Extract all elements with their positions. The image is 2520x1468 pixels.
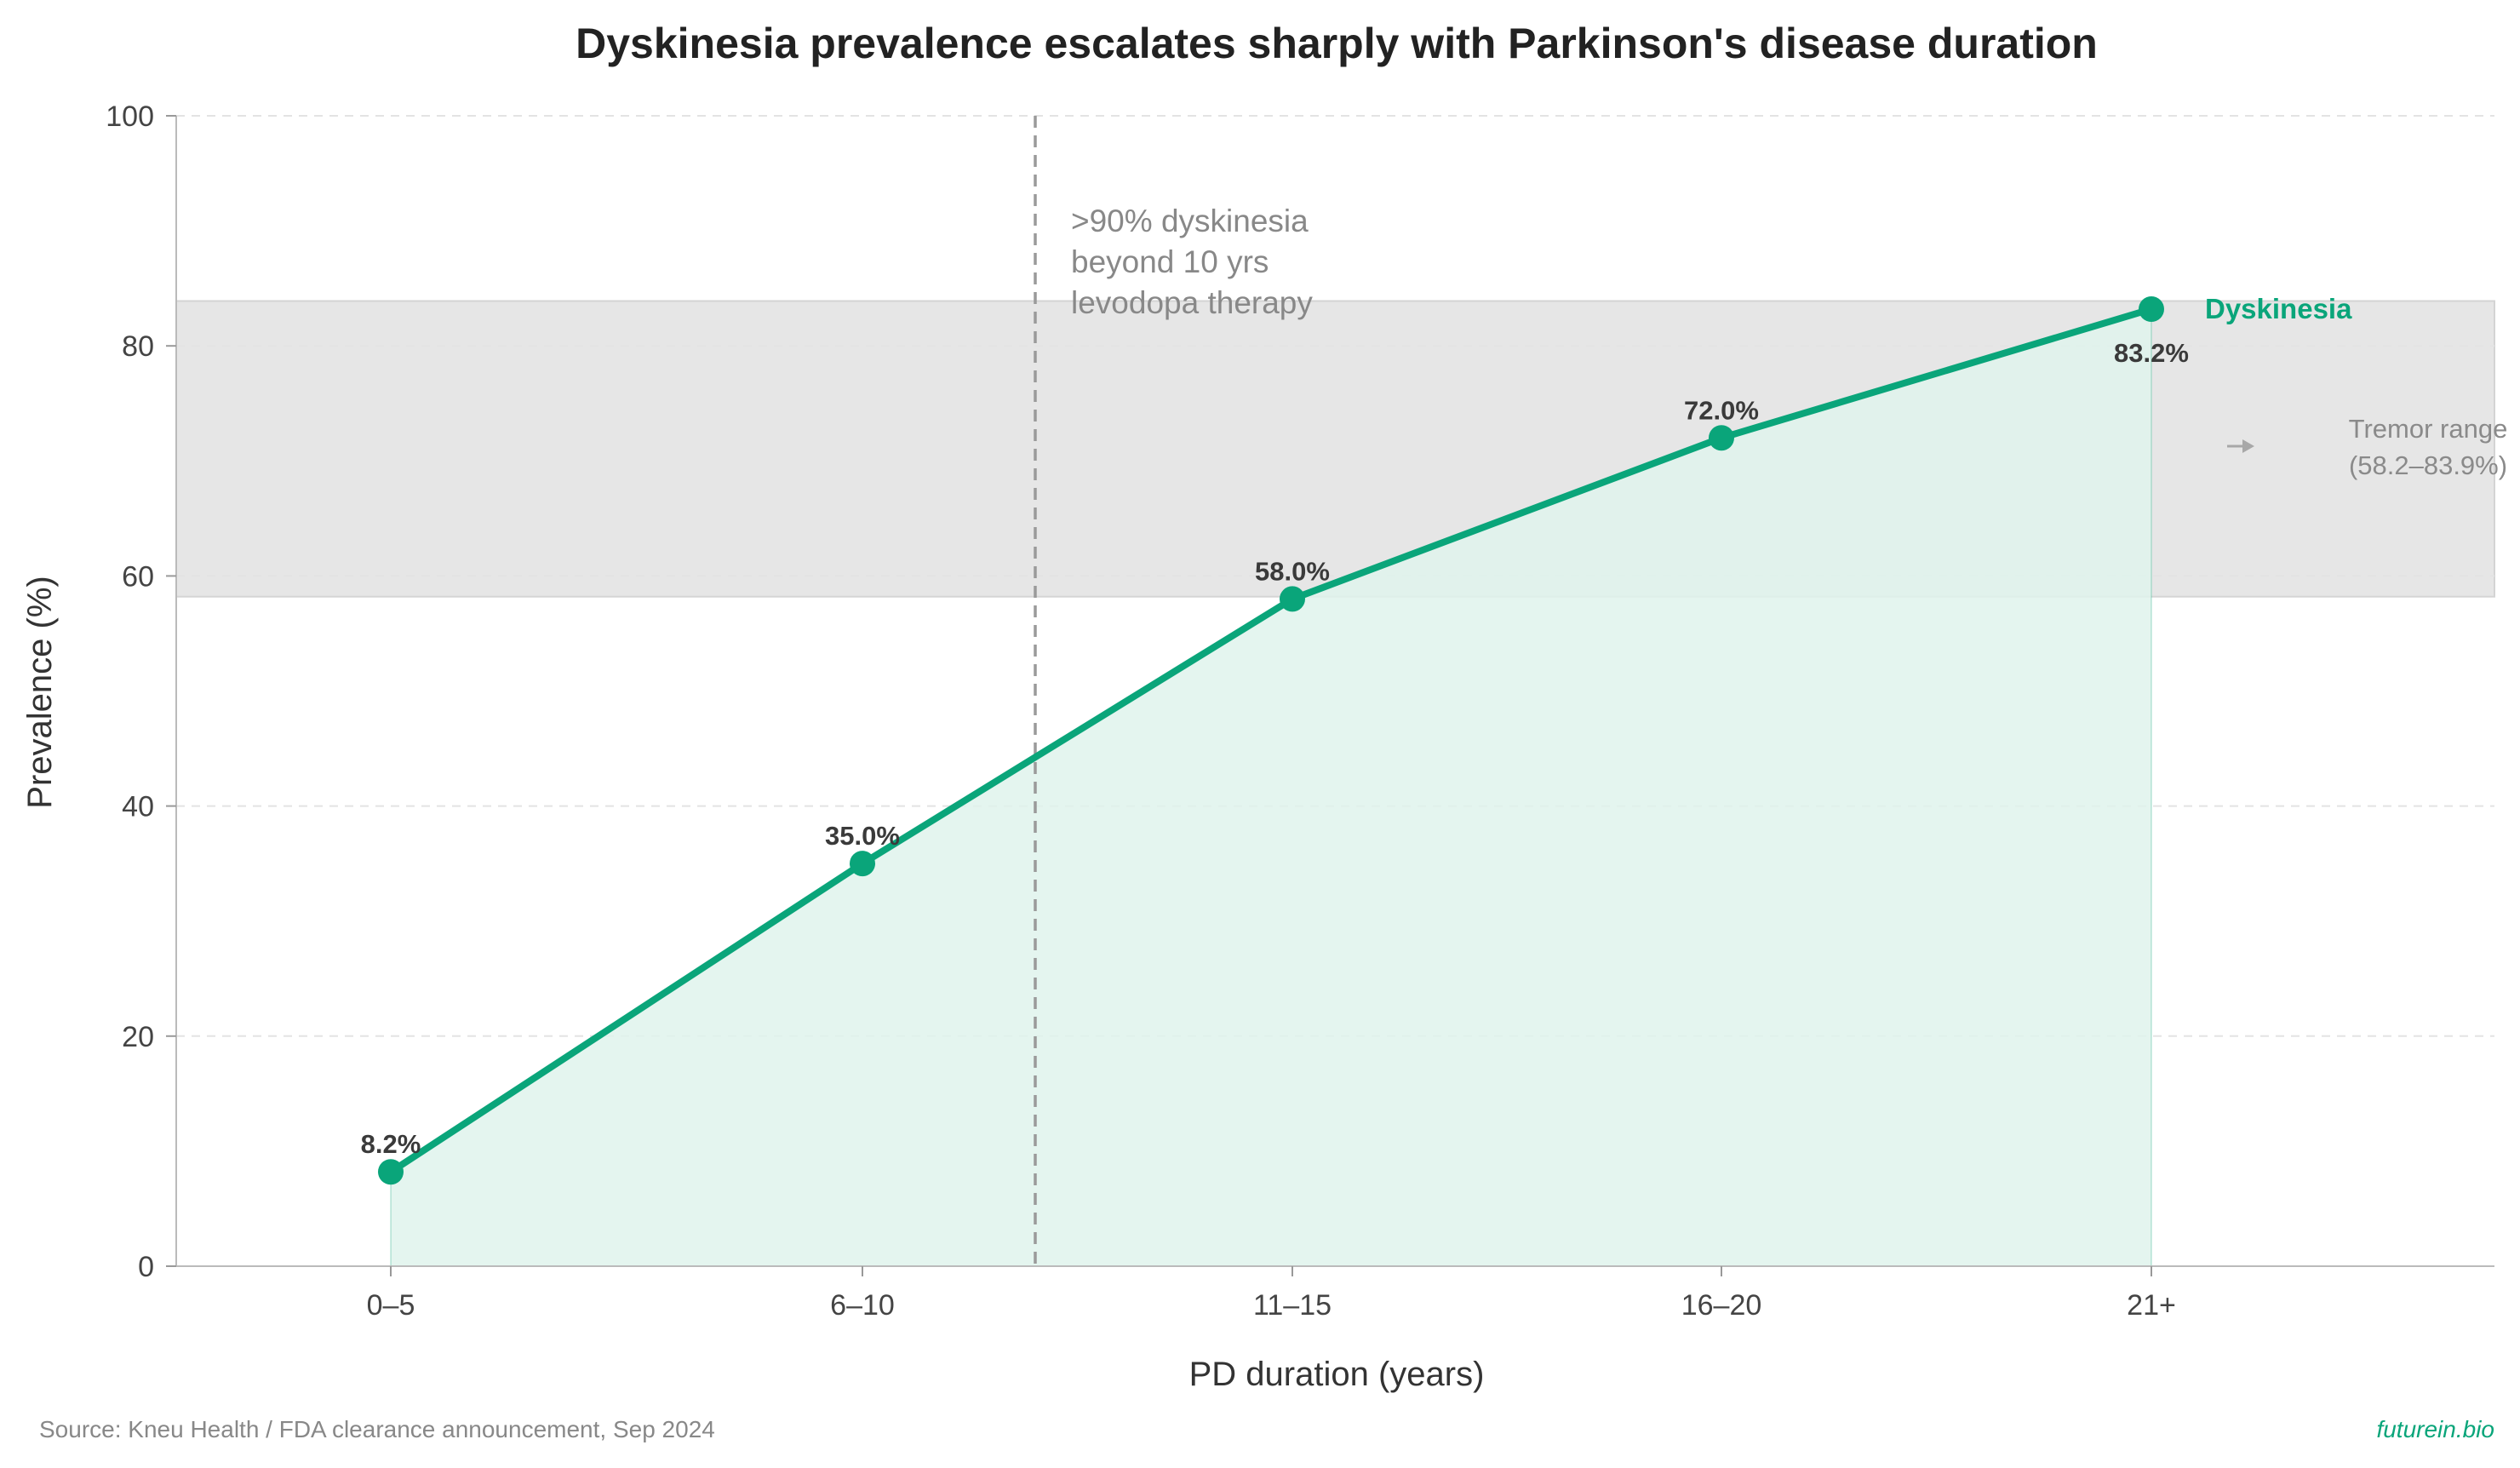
plot-area: 0 20 40 60 80 100 0–5 6–10 11–15 16–20 21+ >90% dys… xyxy=(106,100,2507,1322)
data-point xyxy=(1280,586,1305,612)
y-tick-label: 40 xyxy=(122,791,154,823)
x-tick-label: 11–15 xyxy=(1253,1289,1332,1322)
area-fill xyxy=(391,308,2151,1266)
reference-annotation-line: levodopa therapy xyxy=(1071,285,1313,320)
x-tick-label: 16–20 xyxy=(1681,1289,1762,1322)
x-axis-label: PD duration (years) xyxy=(1189,1356,1485,1393)
data-point xyxy=(850,851,875,877)
y-tick-label: 60 xyxy=(122,560,154,593)
data-label: 35.0% xyxy=(825,821,900,851)
band-label-line: Tremor range xyxy=(2349,414,2508,444)
data-label: 8.2% xyxy=(361,1129,421,1159)
data-point xyxy=(2139,295,2164,322)
y-tick-label: 80 xyxy=(122,330,154,363)
y-tick-label: 20 xyxy=(122,1021,154,1053)
reference-annotation-line: beyond 10 yrs xyxy=(1071,244,1269,279)
data-label: 58.0% xyxy=(1255,556,1330,586)
source-note: Source: Kneu Health / FDA clearance anno… xyxy=(39,1416,715,1442)
y-tick-label: 0 xyxy=(138,1251,154,1283)
y-axis-label: Prevalence (%) xyxy=(21,576,59,808)
data-label: 72.0% xyxy=(1684,395,1759,425)
data-point xyxy=(378,1159,404,1185)
x-tick-label: 0–5 xyxy=(367,1289,415,1322)
x-tick-label: 21+ xyxy=(2127,1289,2176,1322)
arrow-icon xyxy=(2242,439,2254,453)
data-label: 83.2% xyxy=(2114,338,2189,368)
series-label-dyskinesia: Dyskinesia xyxy=(2205,293,2352,324)
y-tick-label: 100 xyxy=(106,100,154,133)
band-label-line: (58.2–83.9%) xyxy=(2349,450,2507,480)
chart-title: Dyskinesia prevalence escalates sharply … xyxy=(576,20,2098,67)
reference-annotation-line: >90% dyskinesia xyxy=(1071,204,1309,238)
data-point xyxy=(1709,425,1734,451)
brand-watermark: futurein.bio xyxy=(2376,1416,2494,1442)
x-tick-label: 6–10 xyxy=(830,1289,895,1322)
